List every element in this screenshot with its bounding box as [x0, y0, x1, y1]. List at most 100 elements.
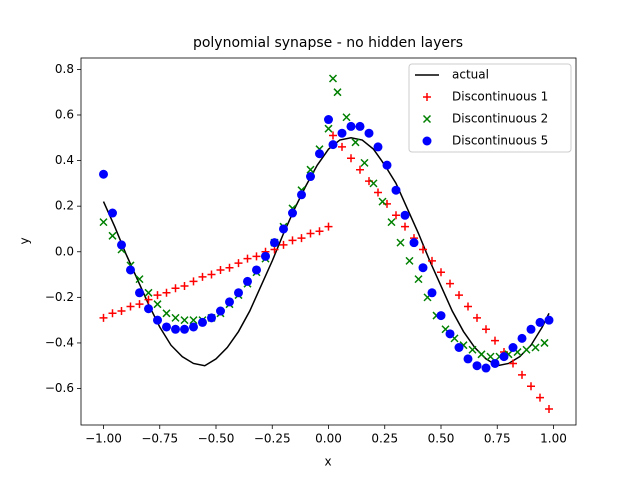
point	[144, 304, 153, 314]
point	[328, 140, 338, 150]
point	[162, 288, 171, 297]
point	[337, 128, 347, 138]
point	[455, 291, 463, 300]
point	[144, 288, 153, 297]
point	[324, 222, 333, 231]
point	[414, 275, 423, 284]
point	[225, 297, 234, 307]
point	[117, 307, 126, 316]
point	[261, 251, 270, 261]
point	[108, 231, 117, 240]
point	[401, 222, 409, 231]
chart-title: polynomial synapse - no hidden layers	[193, 35, 463, 51]
point	[468, 345, 477, 354]
x-tick-label: −0.25	[254, 432, 291, 446]
point	[306, 172, 315, 182]
point	[378, 197, 387, 206]
y-tick-label: −0.4	[45, 335, 74, 349]
point	[171, 324, 180, 334]
y-axis-label: y	[18, 237, 32, 244]
point	[446, 279, 454, 288]
point	[355, 121, 365, 131]
point	[324, 115, 333, 125]
point	[288, 236, 297, 245]
point	[544, 315, 554, 325]
point	[499, 352, 509, 362]
point	[382, 160, 392, 170]
point	[360, 158, 369, 167]
point	[189, 316, 198, 325]
point	[135, 300, 144, 309]
point	[454, 342, 464, 352]
legend-label: Discontinuous 2	[452, 112, 548, 126]
point	[270, 238, 279, 248]
point	[243, 254, 252, 263]
point	[171, 313, 180, 322]
point	[400, 210, 410, 220]
plot-area	[99, 74, 554, 414]
point	[418, 263, 428, 273]
point	[297, 190, 306, 200]
point	[472, 361, 482, 371]
y-tick-label: 0.0	[55, 244, 74, 258]
point	[491, 336, 499, 345]
point	[198, 272, 207, 281]
point	[373, 142, 383, 152]
y-tick-label: 0.2	[55, 199, 74, 213]
point	[351, 138, 360, 147]
legend-label: actual	[452, 68, 489, 82]
point	[324, 124, 333, 133]
point	[117, 240, 126, 250]
point	[540, 338, 549, 347]
point	[180, 281, 189, 290]
point	[288, 208, 297, 218]
point	[180, 316, 189, 325]
point	[153, 291, 162, 300]
point	[144, 295, 153, 304]
point	[342, 113, 351, 122]
point	[189, 277, 198, 286]
point	[252, 252, 261, 261]
point	[315, 149, 324, 159]
point	[369, 179, 378, 188]
point	[328, 74, 338, 83]
legend-marker	[423, 93, 431, 101]
point	[99, 218, 108, 227]
point	[234, 288, 243, 298]
point	[99, 313, 108, 322]
point	[387, 218, 396, 227]
legend-label: Discontinuous 1	[452, 90, 548, 104]
point	[207, 313, 216, 323]
point	[436, 311, 446, 321]
point	[162, 322, 171, 332]
point	[243, 276, 252, 286]
point	[518, 370, 526, 379]
x-axis-label: x	[324, 455, 331, 469]
point	[477, 350, 486, 359]
point	[535, 317, 545, 327]
point	[427, 288, 437, 298]
point	[216, 265, 225, 274]
x-tick-label: 0.75	[484, 432, 511, 446]
point	[153, 315, 162, 325]
point	[437, 268, 445, 277]
y-tick-label: 0.8	[55, 62, 74, 76]
point	[108, 208, 117, 218]
point	[391, 185, 401, 195]
y-tick-label: −0.2	[45, 290, 74, 304]
point	[333, 88, 342, 97]
point	[392, 211, 400, 220]
point	[198, 317, 207, 327]
point	[99, 169, 108, 179]
point	[108, 309, 117, 318]
point	[252, 265, 261, 275]
point	[526, 324, 536, 334]
point	[279, 224, 288, 234]
point	[527, 382, 535, 391]
point	[329, 131, 337, 140]
x-tick-label: −1.00	[85, 432, 122, 446]
point	[189, 322, 198, 332]
x-tick-label: 0.25	[371, 432, 398, 446]
point	[180, 324, 189, 334]
point	[428, 256, 436, 265]
